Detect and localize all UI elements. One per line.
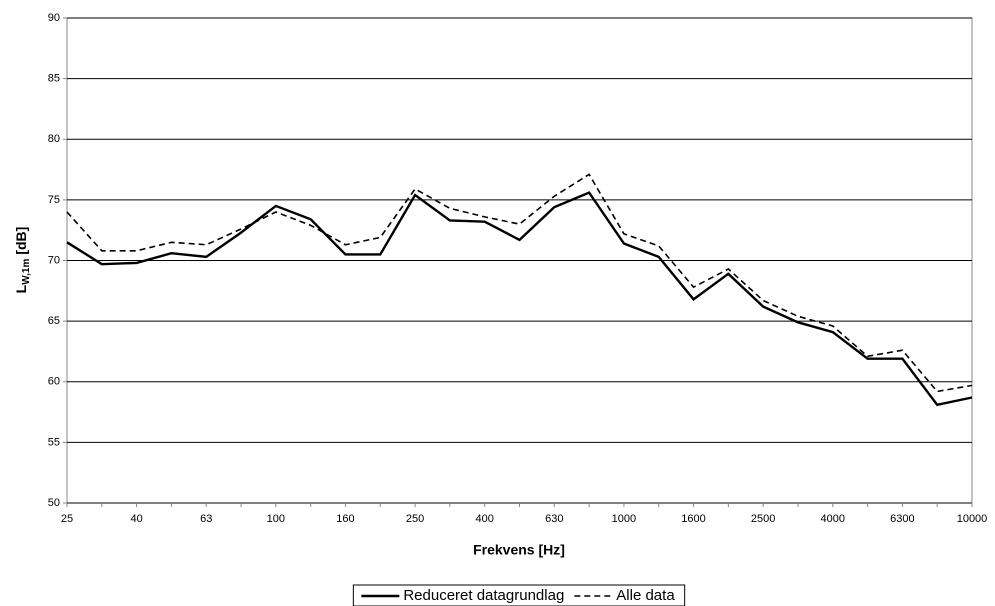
y-tick-label: 65 (48, 315, 60, 327)
x-tick-label: 1000 (612, 513, 636, 525)
legend-label: Alle data (616, 587, 675, 604)
y-axis-label: LW,1m [dB] (13, 227, 32, 294)
y-tick-label: 70 (48, 254, 60, 266)
series-line (66, 173, 973, 393)
x-tick-label: 4000 (821, 513, 845, 525)
x-tick-label: 40 (130, 513, 142, 525)
y-tick-label: 80 (48, 133, 60, 145)
y-label-unit: [dB] (13, 227, 29, 255)
x-tick-label: 400 (476, 513, 494, 525)
x-tick-label: 100 (267, 513, 285, 525)
legend-box (352, 584, 686, 606)
y-tick-label: 75 (48, 194, 60, 206)
x-tick-label: 1600 (681, 513, 705, 525)
y-label-main: L (13, 284, 29, 293)
x-tick-label: 250 (406, 513, 424, 525)
y-tick-label: 60 (48, 376, 60, 388)
x-tick-label: 6300 (890, 513, 914, 525)
legend-label: Reduceret datagrundlag (403, 587, 564, 604)
x-tick-label: 10000 (957, 513, 988, 525)
x-tick-label: 63 (200, 513, 212, 525)
y-tick-label: 55 (48, 436, 60, 448)
legend: Reduceret datagrundlag Alle data (352, 584, 686, 606)
y-tick-label: 85 (48, 73, 60, 85)
y-label-sub: W,1m (21, 259, 32, 285)
x-tick-label: 630 (545, 513, 563, 525)
x-tick-label: 160 (336, 513, 354, 525)
y-tick-label: 50 (48, 497, 60, 509)
x-tick-label: 25 (61, 513, 73, 525)
x-tick-label: 2500 (751, 513, 775, 525)
series-line (66, 191, 973, 407)
y-tick-label: 90 (48, 12, 60, 24)
x-axis-label: Frekvens [Hz] (473, 542, 565, 558)
